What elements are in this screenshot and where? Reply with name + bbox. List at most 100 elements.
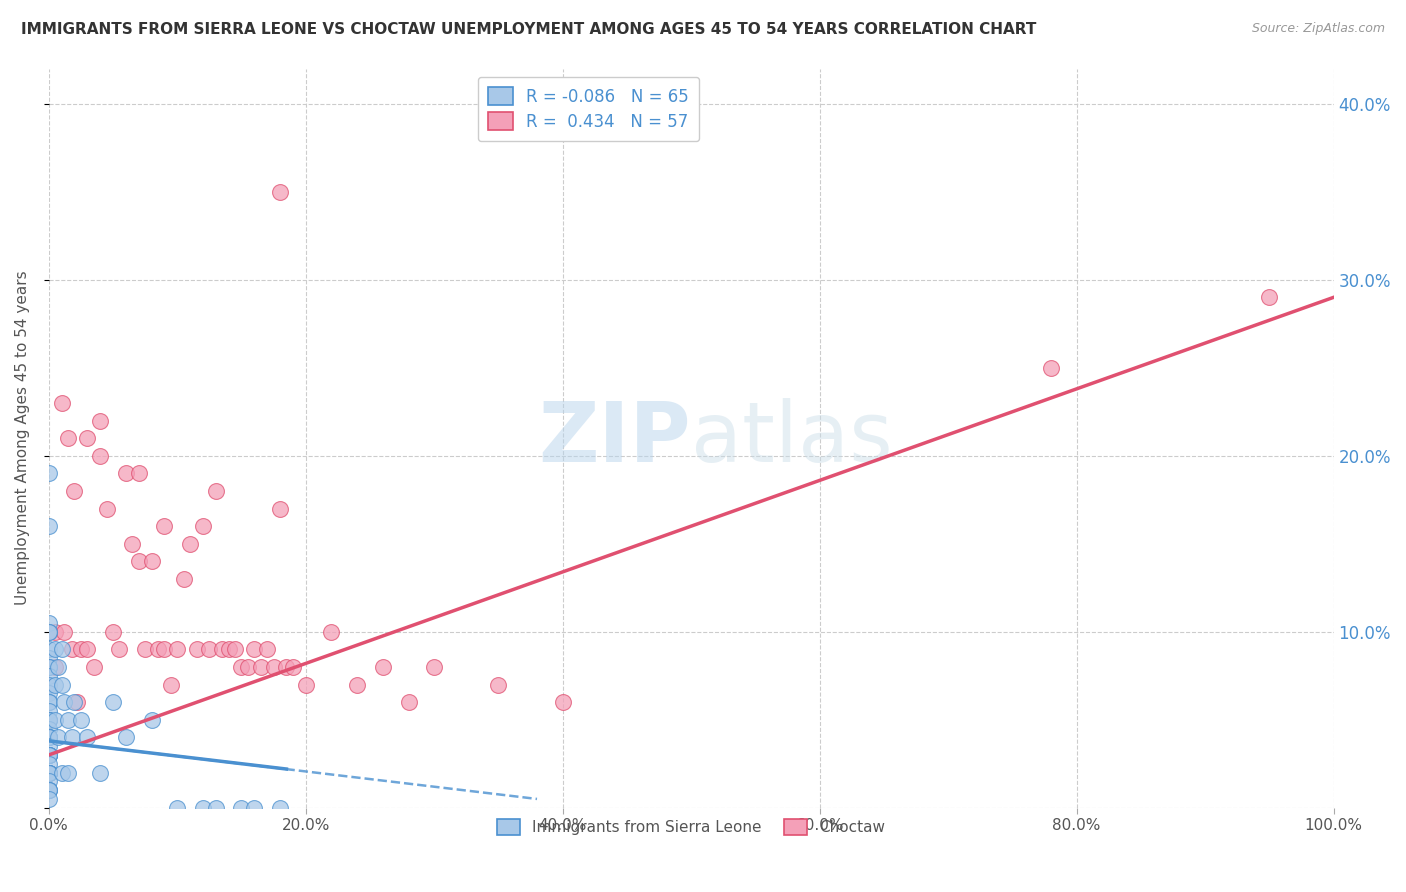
Point <box>38 774 60 789</box>
Point <box>134 642 156 657</box>
Point <box>281 660 304 674</box>
Point <box>38 765 60 780</box>
Point <box>89 449 111 463</box>
Text: atlas: atlas <box>692 398 893 479</box>
Point <box>204 483 226 498</box>
Point <box>38 731 60 745</box>
Point <box>38 756 60 771</box>
Point <box>70 713 93 727</box>
Point <box>249 660 271 674</box>
Point <box>38 792 60 806</box>
Point <box>51 765 73 780</box>
Point <box>38 731 60 745</box>
Point <box>1258 290 1281 304</box>
Legend: Immigrants from Sierra Leone, Choctaw: Immigrants from Sierra Leone, Choctaw <box>488 809 894 845</box>
Point <box>38 713 60 727</box>
Point <box>101 695 124 709</box>
Point <box>224 642 246 657</box>
Point <box>128 554 150 568</box>
Point <box>38 519 60 533</box>
Point <box>191 519 214 533</box>
Point <box>38 713 60 727</box>
Point <box>256 642 278 657</box>
Point <box>153 642 176 657</box>
Point <box>115 467 138 481</box>
Text: IMMIGRANTS FROM SIERRA LEONE VS CHOCTAW UNEMPLOYMENT AMONG AGES 45 TO 54 YEARS C: IMMIGRANTS FROM SIERRA LEONE VS CHOCTAW … <box>21 22 1036 37</box>
Point <box>115 731 138 745</box>
Point <box>76 431 98 445</box>
Point <box>51 396 73 410</box>
Point <box>263 660 285 674</box>
Point <box>38 747 60 762</box>
Point <box>56 713 79 727</box>
Point <box>231 801 253 815</box>
Point <box>38 783 60 797</box>
Point <box>38 713 60 727</box>
Point <box>38 660 60 674</box>
Point <box>153 519 176 533</box>
Point <box>173 572 195 586</box>
Point <box>53 624 76 639</box>
Point <box>38 615 60 630</box>
Point <box>191 801 214 815</box>
Point <box>204 801 226 815</box>
Point <box>294 677 316 691</box>
Point <box>63 483 86 498</box>
Point <box>44 624 66 639</box>
Point <box>269 501 291 516</box>
Point <box>44 660 66 674</box>
Point <box>211 642 233 657</box>
Point <box>70 642 93 657</box>
Point <box>51 642 73 657</box>
Point <box>38 747 60 762</box>
Point <box>166 801 188 815</box>
Point <box>488 677 510 691</box>
Point <box>243 642 266 657</box>
Point <box>231 660 253 674</box>
Point <box>101 624 124 639</box>
Point <box>186 642 208 657</box>
Point <box>38 747 60 762</box>
Point <box>321 624 343 639</box>
Point <box>38 731 60 745</box>
Point <box>89 765 111 780</box>
Point <box>44 642 66 657</box>
Point <box>179 537 201 551</box>
Text: Source: ZipAtlas.com: Source: ZipAtlas.com <box>1251 22 1385 36</box>
Point <box>38 624 60 639</box>
Point <box>38 669 60 683</box>
Point <box>60 642 83 657</box>
Point <box>53 695 76 709</box>
Point <box>89 413 111 427</box>
Point <box>63 695 86 709</box>
Point <box>38 722 60 736</box>
Point <box>423 660 446 674</box>
Point <box>243 801 266 815</box>
Point <box>38 677 60 691</box>
Point <box>46 660 69 674</box>
Point <box>38 660 60 674</box>
Point <box>38 747 60 762</box>
Point <box>38 765 60 780</box>
Point <box>1039 360 1062 375</box>
Point <box>38 624 60 639</box>
Point <box>38 642 60 657</box>
Point <box>371 660 394 674</box>
Point <box>346 677 368 691</box>
Point <box>38 731 60 745</box>
Point <box>96 501 118 516</box>
Point <box>108 642 131 657</box>
Point <box>83 660 105 674</box>
Point <box>398 695 420 709</box>
Point <box>218 642 240 657</box>
Point <box>159 677 181 691</box>
Point <box>551 695 574 709</box>
Point <box>38 739 60 753</box>
Point <box>56 431 79 445</box>
Point <box>146 642 169 657</box>
Point <box>76 731 98 745</box>
Point <box>276 660 298 674</box>
Point <box>166 642 188 657</box>
Point <box>141 554 163 568</box>
Point <box>46 731 69 745</box>
